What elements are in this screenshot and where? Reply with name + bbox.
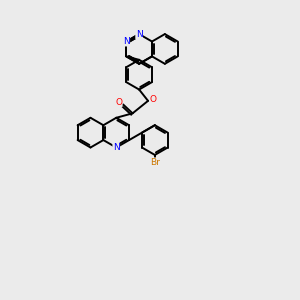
- Text: N: N: [123, 37, 130, 46]
- Text: N: N: [113, 143, 120, 152]
- Text: O: O: [150, 95, 157, 104]
- Text: O: O: [115, 98, 122, 106]
- Text: N: N: [136, 30, 142, 39]
- Text: Br: Br: [150, 158, 160, 167]
